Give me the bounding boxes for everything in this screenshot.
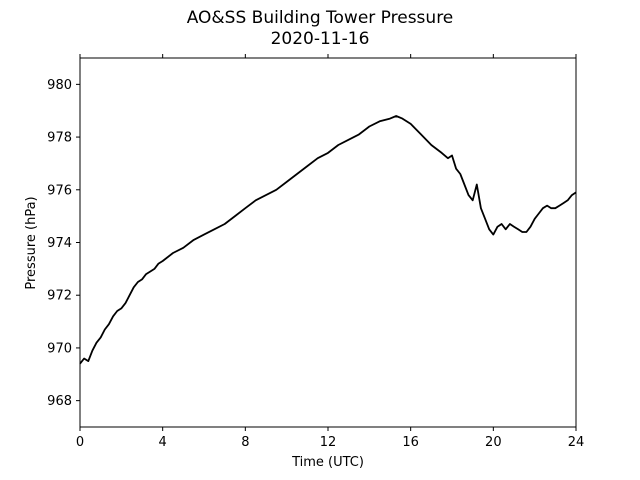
x-tick-label: 0	[76, 435, 84, 450]
x-tick-label: 16	[402, 435, 419, 450]
y-axis-label: Pressure (hPa)	[24, 196, 39, 289]
y-tick-label: 978	[47, 131, 72, 146]
y-tick-label: 976	[47, 183, 72, 198]
x-tick-label: 4	[159, 435, 167, 450]
y-tick-label: 972	[47, 289, 72, 304]
chart-subtitle: 2020-11-16	[270, 29, 370, 49]
y-tick-label: 968	[47, 394, 72, 409]
y-axis: 968 970 972 974 976 978 980	[47, 78, 80, 409]
y-tick-label: 980	[47, 78, 72, 93]
x-axis-label: Time (UTC)	[291, 455, 364, 470]
x-axis: 0 4 8 12 16 20 24	[76, 54, 584, 450]
series-line	[79, 115, 577, 365]
plot-frame	[79, 57, 577, 428]
chart-title: AO&SS Building Tower Pressure	[186, 8, 454, 28]
y-tick-label: 970	[47, 341, 72, 356]
x-tick-label: 20	[485, 435, 502, 450]
x-tick-label: 8	[241, 435, 249, 450]
x-tick-label: 12	[320, 435, 337, 450]
x-tick-label: 24	[568, 435, 585, 450]
plot-area	[79, 57, 577, 428]
y-tick-label: 974	[47, 236, 72, 251]
